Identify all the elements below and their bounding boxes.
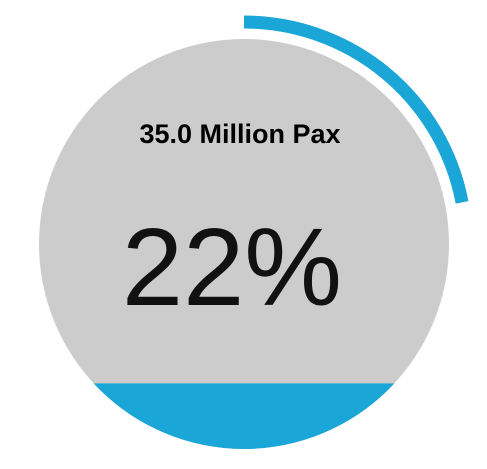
progress-arc: [243, 15, 469, 204]
passenger-count-label: 35.0 Million Pax: [139, 119, 340, 149]
gauge-disc: [39, 39, 449, 449]
fill-level-band: [39, 383, 449, 449]
percentage-value: 22%: [122, 206, 342, 329]
